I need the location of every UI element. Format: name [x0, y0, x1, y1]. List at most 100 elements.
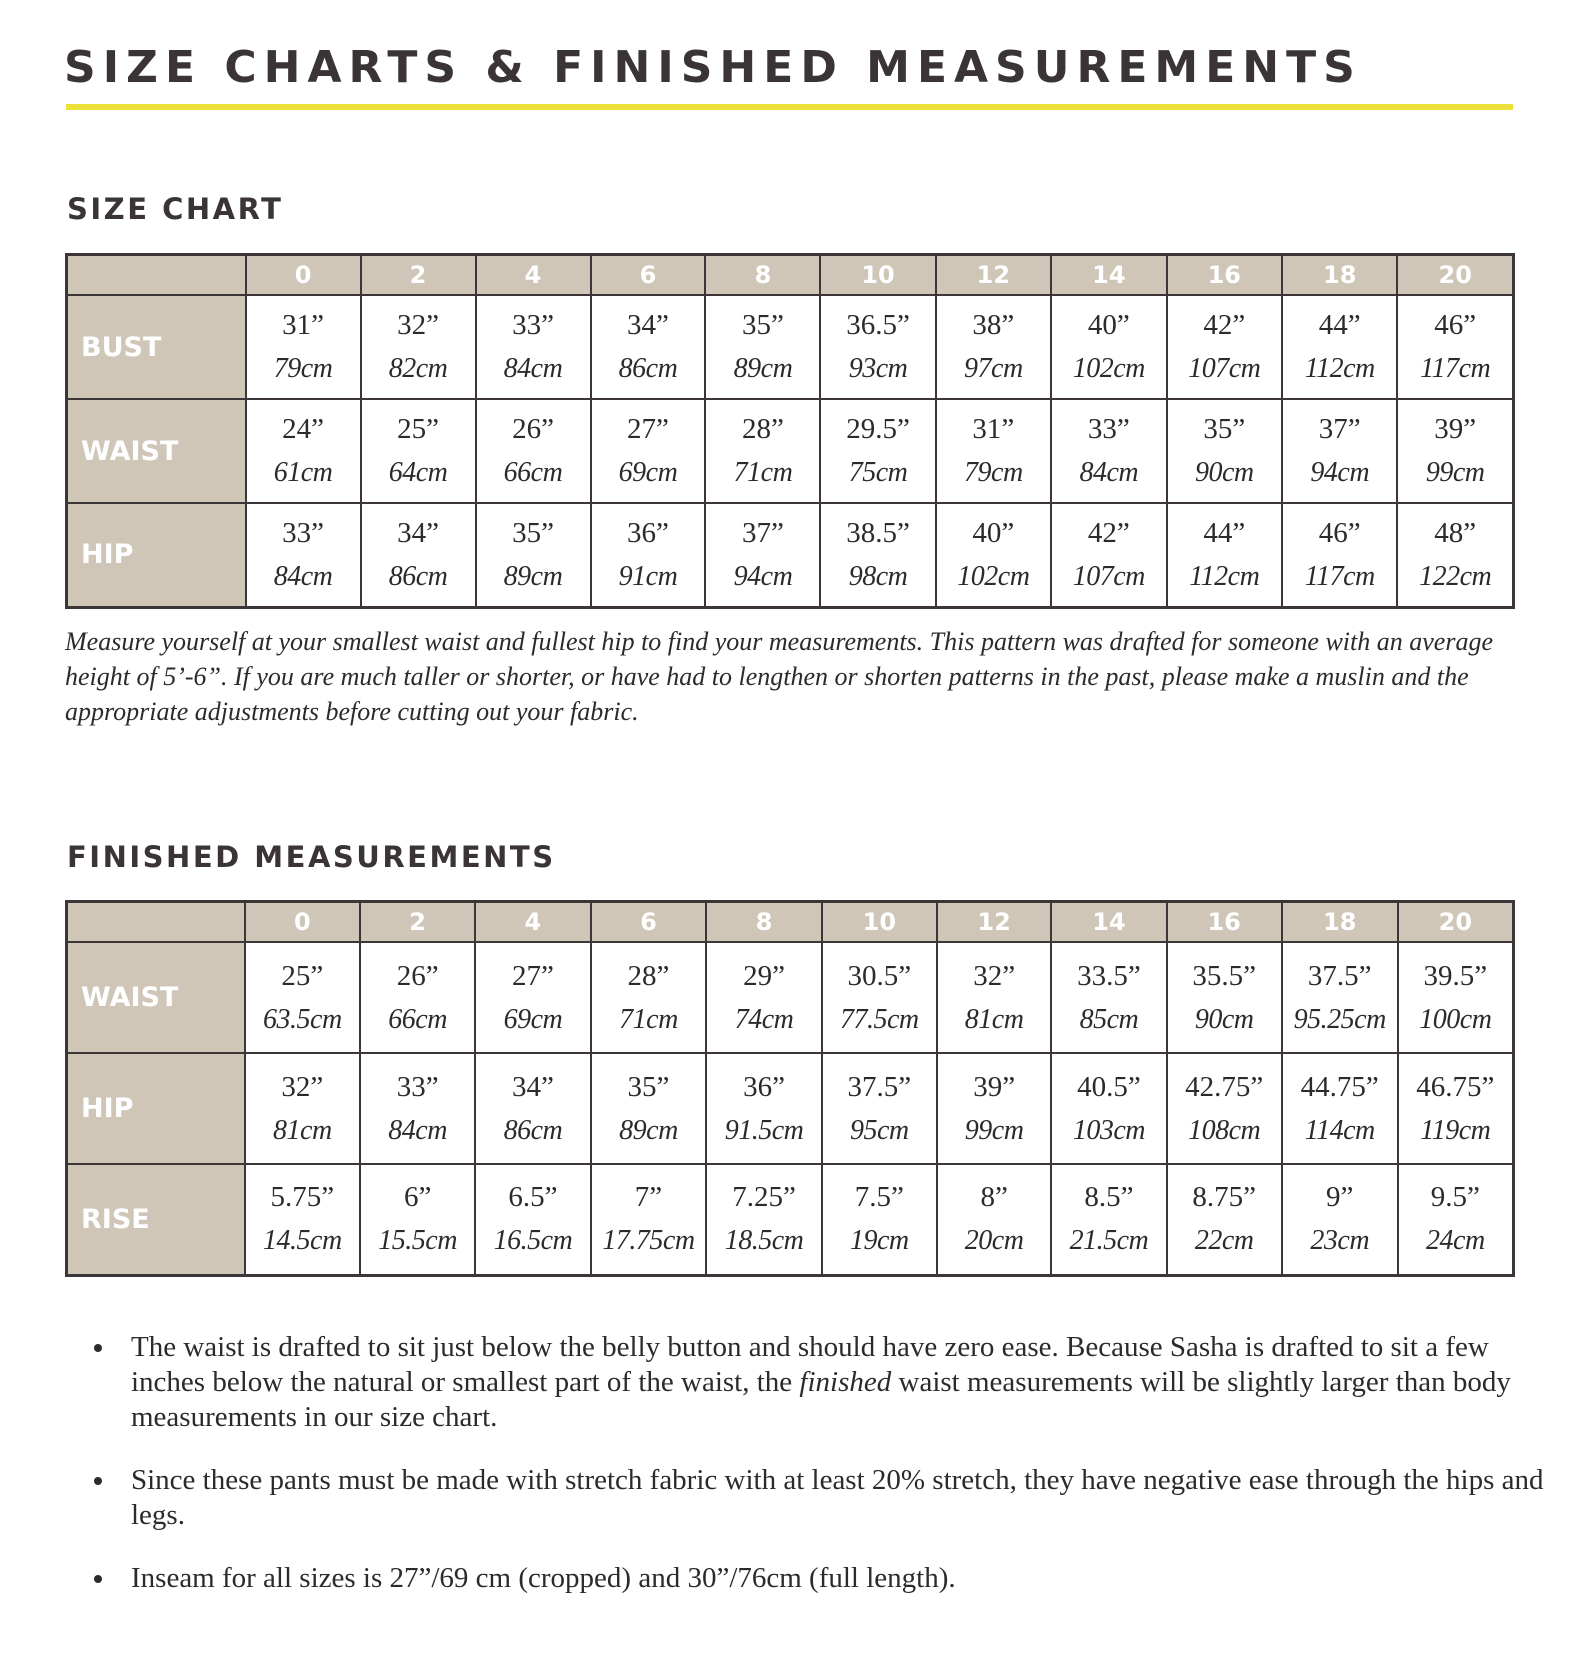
inches-value: 36”	[743, 1070, 785, 1103]
cm-value: 22cm	[1194, 1225, 1254, 1257]
measurement-cell: 31” 79cm	[934, 398, 1053, 504]
cm-value: 84cm	[503, 353, 563, 384]
measurement-cell: 33” 84cm	[474, 294, 592, 400]
inches-value: 38.5”	[846, 516, 910, 549]
cm-value: 84cm	[388, 1114, 447, 1146]
measurement-cell: 24” 61cm	[244, 398, 362, 504]
measurement-cell: 33.5” 85cm	[1050, 941, 1168, 1054]
size-header: 8	[704, 253, 822, 296]
inches-value: 31”	[972, 413, 1015, 445]
cm-value: 21.5cm	[1069, 1225, 1149, 1257]
inches-value: 31”	[282, 309, 324, 341]
measurement-cell: 7.25” 18.5cm	[705, 1163, 823, 1276]
cm-value: 69cm	[618, 457, 678, 488]
measurement-cell: 7” 17.75cm	[589, 1163, 708, 1276]
size-header-row: 0 2 4 6 8 10 12 14 16 18 20	[65, 900, 1515, 943]
inches-value: 34”	[397, 516, 439, 549]
cm-value: 61cm	[273, 457, 333, 488]
inches-value: 46.75”	[1416, 1070, 1495, 1103]
measurement-cell: 8.75” 22cm	[1165, 1163, 1283, 1276]
inches-value: 35”	[512, 516, 554, 549]
measurement-cell: 7.5” 19cm	[820, 1163, 938, 1276]
cm-value: 17.75cm	[602, 1225, 695, 1257]
inches-value: 37.5”	[847, 1070, 912, 1103]
cm-value: 19cm	[850, 1225, 909, 1257]
inches-value: 8.75”	[1192, 1181, 1256, 1214]
measurement-cell: 35.5” 90cm	[1165, 941, 1283, 1054]
bullet-item: Inseam for all sizes is 27”/69 cm (cropp…	[117, 1561, 1557, 1596]
cm-value: 89cm	[619, 1114, 678, 1146]
inches-value: 25”	[397, 413, 439, 445]
inches-value: 7”	[634, 1181, 663, 1214]
cm-value: 23cm	[1310, 1225, 1370, 1257]
table-row: WAIST 24” 61cm 25” 64cm 26” 66cm 27” 69cm 28” 71cm…	[65, 398, 1515, 504]
size-header: 14	[1050, 900, 1168, 943]
measurement-cell: 36” 91cm	[589, 502, 707, 608]
cm-value: 63.5cm	[263, 1003, 342, 1035]
inches-value: 33”	[282, 516, 324, 549]
cm-value: 90cm	[1194, 457, 1254, 488]
cm-value: 97cm	[964, 353, 1023, 384]
size-header: 16	[1165, 900, 1283, 943]
cm-value: 114cm	[1304, 1114, 1376, 1146]
inches-value: 33.5”	[1077, 959, 1141, 992]
size-header: 16	[1165, 253, 1284, 296]
cm-value: 112cm	[1189, 560, 1260, 592]
cm-value: 85cm	[1079, 1003, 1139, 1035]
inches-value: 46”	[1434, 309, 1477, 341]
size-header: 20	[1396, 253, 1515, 296]
measurement-cell: 34” 86cm	[474, 1052, 592, 1165]
measurement-cell: 37.5” 95.25cm	[1280, 941, 1399, 1054]
bullet-item: Since these pants must be made with stre…	[117, 1463, 1557, 1533]
inches-value: 36.5”	[846, 309, 910, 341]
bullet-text: Since these pants must be made with stre…	[131, 1464, 1544, 1531]
measurement-cell: 42” 107cm	[1050, 502, 1168, 608]
cm-value: 117cm	[1304, 560, 1376, 592]
measurement-cell: 32” 82cm	[359, 294, 477, 400]
cm-value: 95.25cm	[1293, 1003, 1387, 1035]
measurement-cell: 37” 94cm	[1281, 398, 1399, 504]
size-header: 10	[820, 900, 938, 943]
inches-value: 32”	[281, 1070, 324, 1103]
finished-measurements-heading: FINISHED MEASUREMENTS	[67, 840, 556, 874]
size-header: 14	[1050, 253, 1168, 296]
inches-value: 42.75”	[1185, 1070, 1264, 1103]
cm-value: 79cm	[273, 353, 333, 384]
measurement-cell: 28” 71cm	[704, 398, 822, 504]
inches-value: 44.75”	[1300, 1070, 1379, 1103]
size-chart-table: 0 2 4 6 8 10 12 14 16 18 20 BUST 31” 79cm 32” 82cm 33” 8…	[65, 253, 1515, 609]
measurement-cell: 35” 89cm	[589, 1052, 708, 1165]
cm-value: 14.5cm	[263, 1225, 342, 1257]
inches-value: 27”	[627, 413, 669, 445]
inches-value: 38”	[972, 309, 1015, 341]
size-header: 18	[1281, 253, 1399, 296]
inches-value: 29”	[743, 959, 785, 992]
size-header: 6	[589, 900, 708, 943]
measurement-cell: 31” 79cm	[244, 294, 362, 400]
cm-value: 100cm	[1419, 1003, 1492, 1035]
title-underline	[66, 104, 1513, 110]
size-chart-heading: SIZE CHART	[67, 192, 284, 226]
measurement-cell: 37” 94cm	[704, 502, 822, 608]
size-header: 0	[243, 900, 362, 943]
cm-value: 94cm	[733, 560, 793, 592]
inches-value: 29.5”	[846, 413, 910, 445]
measurement-cell: 40” 102cm	[1050, 294, 1168, 400]
cm-value: 119cm	[1420, 1114, 1491, 1146]
cm-value: 122cm	[1419, 560, 1492, 592]
size-header: 6	[589, 253, 707, 296]
measurement-cell: 36” 91.5cm	[705, 1052, 823, 1165]
measurement-cell: 46.75” 119cm	[1396, 1052, 1515, 1165]
measurement-cell: 44” 112cm	[1281, 294, 1399, 400]
cm-value: 77.5cm	[840, 1003, 919, 1035]
inches-value: 9.5”	[1430, 1181, 1480, 1214]
cm-value: 117cm	[1420, 353, 1491, 384]
table-row: BUST 31” 79cm 32” 82cm 33” 84cm 34” 86cm 35” 89cm 3…	[65, 294, 1515, 400]
inches-value: 8”	[980, 1181, 1008, 1214]
measurement-cell: 44” 112cm	[1165, 502, 1284, 608]
inches-value: 35”	[1203, 413, 1246, 445]
cm-value: 71cm	[733, 457, 793, 488]
inches-value: 5.75”	[270, 1181, 335, 1214]
inches-value: 40.5”	[1077, 1070, 1141, 1103]
measurement-cell: 39” 99cm	[935, 1052, 1053, 1165]
